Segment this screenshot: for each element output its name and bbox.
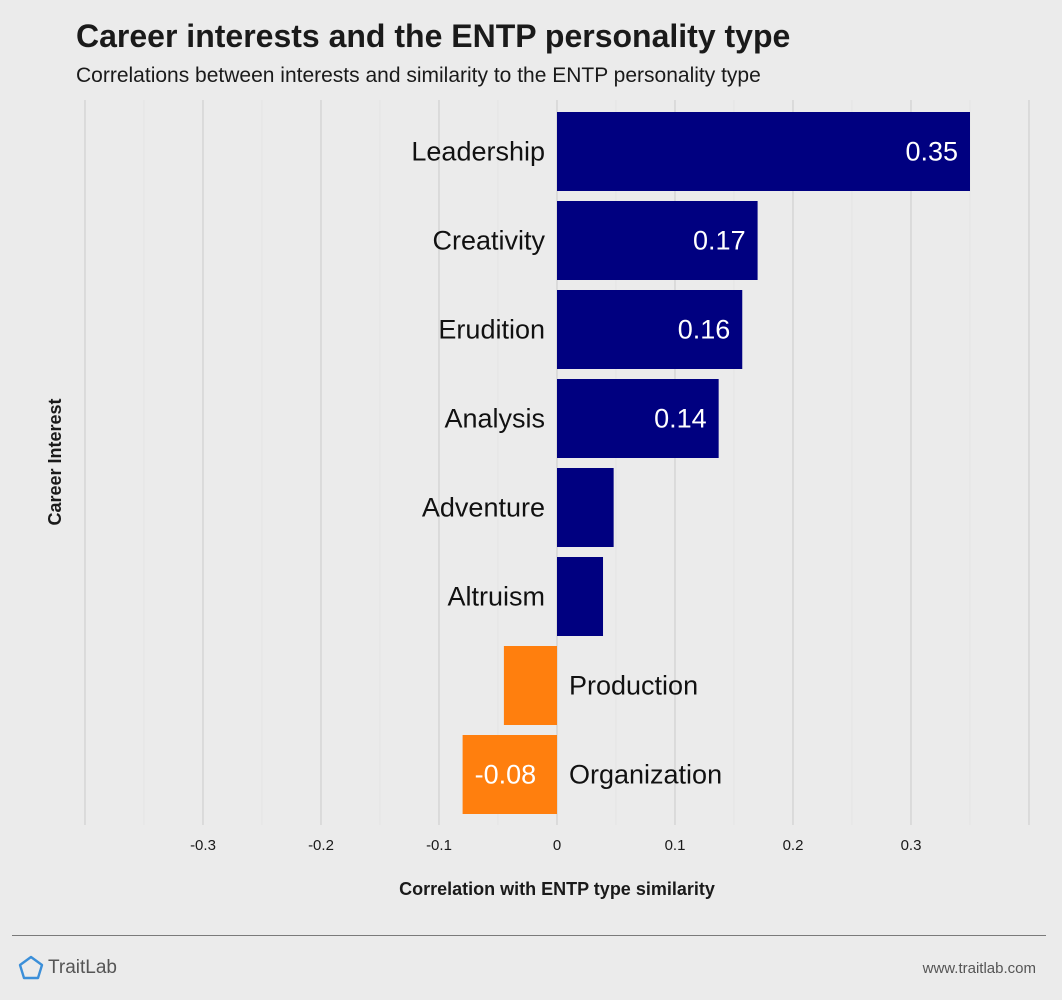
x-tick-label: -0.3 bbox=[190, 837, 216, 854]
category-label: Production bbox=[569, 671, 698, 701]
bar-creativity bbox=[557, 201, 758, 280]
x-tick-label: 0.3 bbox=[901, 837, 922, 854]
value-label: 0.35 bbox=[905, 137, 958, 167]
category-label: Adventure bbox=[422, 493, 545, 523]
site-url: www.traitlab.com bbox=[922, 960, 1036, 977]
bar-adventure bbox=[557, 468, 614, 547]
value-label: 0.14 bbox=[654, 404, 707, 434]
value-label: -0.08 bbox=[475, 760, 537, 790]
chart-title: Career interests and the ENTP personalit… bbox=[76, 18, 791, 54]
x-tick-label: 0.1 bbox=[665, 837, 686, 854]
bar-organization bbox=[462, 735, 557, 814]
value-label: 0.16 bbox=[678, 315, 731, 345]
bars bbox=[462, 112, 970, 814]
category-label: Creativity bbox=[432, 226, 545, 256]
category-label: Analysis bbox=[444, 404, 545, 434]
x-tick-labels: -0.3 -0.2 -0.1 0 0.1 0.2 0.3 bbox=[190, 837, 921, 854]
value-labels: 0.35 0.17 0.16 0.14 -0.08 bbox=[475, 137, 958, 790]
bar-leadership bbox=[557, 112, 970, 191]
x-axis-label: Correlation with ENTP type similarity bbox=[399, 879, 715, 899]
category-label: Leadership bbox=[411, 137, 545, 167]
bar-altruism bbox=[557, 557, 604, 636]
y-axis-label: Career Interest bbox=[45, 398, 65, 525]
x-tick-label: 0.2 bbox=[783, 837, 804, 854]
x-tick-label: 0 bbox=[553, 837, 561, 854]
category-label: Altruism bbox=[447, 582, 545, 612]
brand-logo: TraitLab bbox=[18, 955, 117, 981]
x-tick-label: -0.1 bbox=[426, 837, 452, 854]
brand-name: TraitLab bbox=[48, 957, 117, 978]
category-labels: Leadership Creativity Erudition Analysis Adv… bbox=[411, 137, 722, 790]
pentagon-logo-icon bbox=[18, 955, 44, 980]
bar-analysis bbox=[557, 379, 719, 458]
bar-erudition bbox=[557, 290, 743, 369]
bar-chart: Leadership Creativity Erudition Analysis Adv… bbox=[45, 100, 1030, 899]
value-label: 0.17 bbox=[693, 226, 746, 256]
footer-divider bbox=[12, 935, 1046, 936]
bar-production bbox=[503, 646, 557, 725]
x-tick-label: -0.2 bbox=[308, 837, 334, 854]
category-label: Erudition bbox=[438, 315, 545, 345]
chart-subtitle: Correlations between interests and simil… bbox=[76, 64, 761, 87]
category-label: Organization bbox=[569, 760, 722, 790]
